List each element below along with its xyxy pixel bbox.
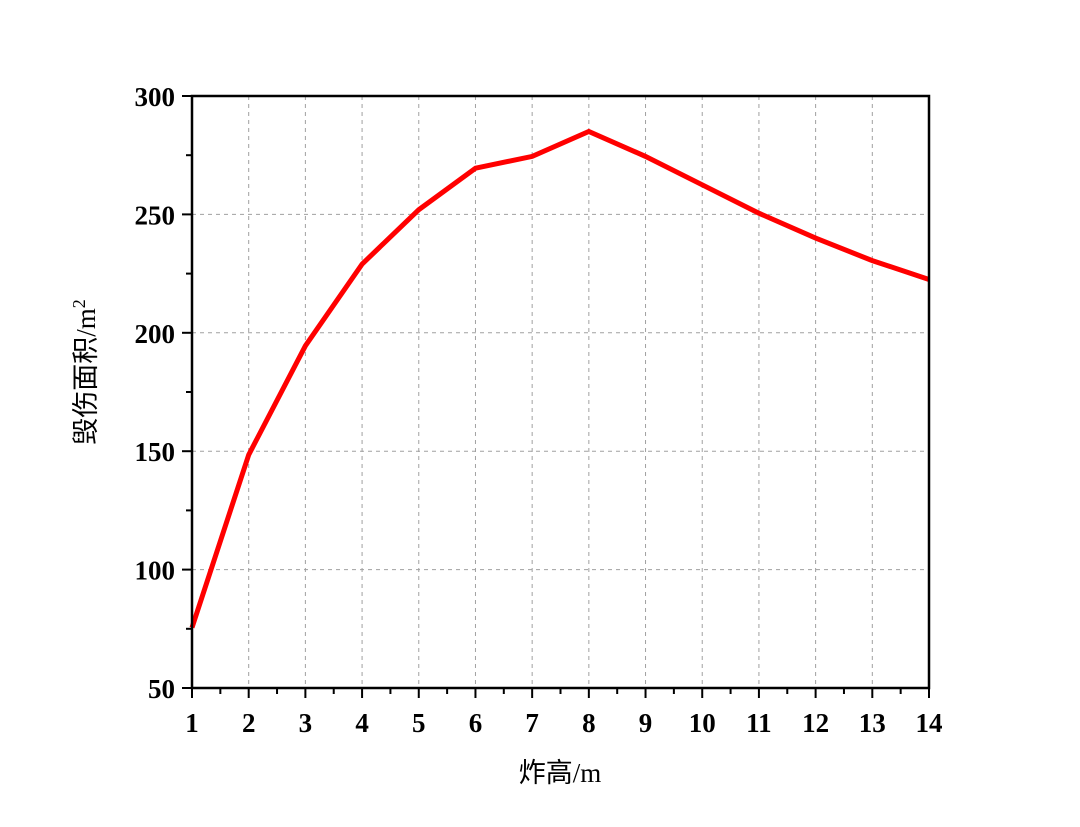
x-tick-label: 6	[469, 708, 483, 738]
axis-ticks	[182, 95, 930, 698]
y-axis-title-superscript: 2	[69, 299, 89, 308]
y-tick-label: 300	[135, 82, 176, 112]
plot-frame	[190, 94, 931, 690]
y-tick-label: 250	[135, 200, 176, 230]
x-tick-label: 10	[689, 708, 716, 738]
x-tick-label: 2	[242, 708, 256, 738]
x-tick-label: 4	[355, 708, 369, 738]
x-tick-label: 5	[412, 708, 426, 738]
y-axis-title-text: 毁伤面积/m	[71, 308, 101, 445]
x-axis-title: 炸高/m	[519, 758, 602, 788]
grid-lines	[192, 96, 929, 688]
x-tick-label: 14	[916, 708, 943, 738]
y-axis-title: 毁伤面积/m2	[69, 299, 101, 445]
x-tick-label: 8	[582, 708, 596, 738]
x-tick-label: 7	[525, 708, 539, 738]
x-tick-label: 11	[746, 708, 772, 738]
damage-area-line	[189, 128, 930, 629]
y-tick-label: 200	[135, 319, 176, 349]
y-tick-label: 100	[135, 556, 176, 586]
x-tick-label: 12	[802, 708, 829, 738]
x-tick-label: 9	[639, 708, 653, 738]
x-tick-label: 3	[299, 708, 313, 738]
y-tick-label: 50	[148, 674, 175, 704]
x-tick-label: 13	[859, 708, 886, 738]
x-tick-labels: 1 2 3 4 5 6 7 8 9 10 11 12 13 14	[185, 708, 942, 738]
y-tick-label: 150	[135, 437, 176, 467]
y-tick-labels: 50 100 150 200 250 300	[135, 82, 176, 704]
x-tick-label: 1	[185, 708, 199, 738]
